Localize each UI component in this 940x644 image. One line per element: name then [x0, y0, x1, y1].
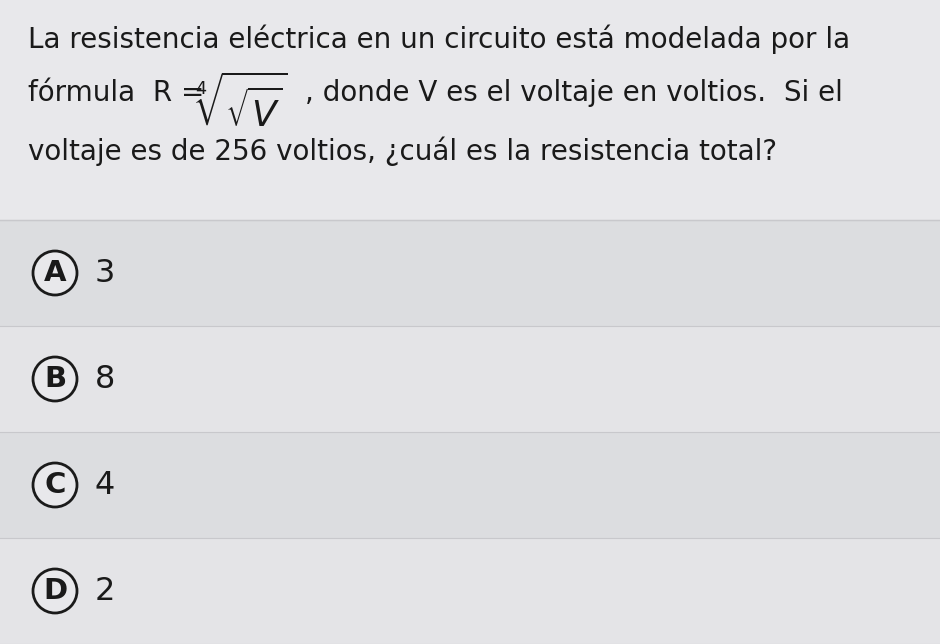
Text: fórmula  R =: fórmula R = — [28, 79, 213, 107]
FancyBboxPatch shape — [0, 432, 940, 538]
Text: 8: 8 — [95, 363, 116, 395]
Circle shape — [33, 463, 77, 507]
FancyBboxPatch shape — [0, 538, 940, 644]
Text: 4: 4 — [95, 469, 116, 500]
Circle shape — [33, 569, 77, 613]
Text: 2: 2 — [95, 576, 116, 607]
Text: 3: 3 — [95, 258, 116, 289]
Circle shape — [33, 357, 77, 401]
Circle shape — [33, 251, 77, 295]
Text: voltaje es de 256 voltios, ¿cuál es la resistencia total?: voltaje es de 256 voltios, ¿cuál es la r… — [28, 136, 777, 166]
Text: $\sqrt[4]{\sqrt{V}}$: $\sqrt[4]{\sqrt{V}}$ — [195, 74, 288, 134]
Text: D: D — [43, 577, 67, 605]
FancyBboxPatch shape — [0, 326, 940, 432]
FancyBboxPatch shape — [0, 220, 940, 326]
Text: B: B — [44, 365, 66, 393]
Text: , donde V es el voltaje en voltios.  Si el: , donde V es el voltaje en voltios. Si e… — [305, 79, 843, 107]
Text: C: C — [44, 471, 66, 499]
Text: A: A — [44, 259, 66, 287]
Text: La resistencia eléctrica en un circuito está modelada por la: La resistencia eléctrica en un circuito … — [28, 24, 850, 53]
